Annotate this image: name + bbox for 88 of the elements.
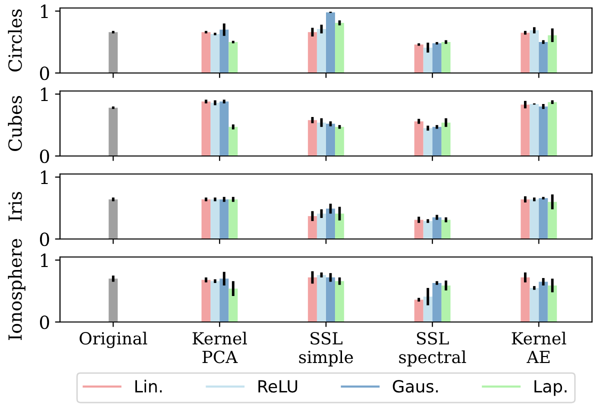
bar bbox=[414, 121, 424, 156]
y-tick-label: 1 bbox=[40, 88, 48, 101]
bar bbox=[414, 44, 424, 73]
bar bbox=[432, 283, 442, 322]
bar bbox=[538, 282, 548, 322]
bar bbox=[335, 126, 344, 156]
bar bbox=[530, 288, 539, 322]
y-tick-label: 0 bbox=[40, 66, 50, 80]
bar bbox=[520, 199, 530, 239]
bar bbox=[308, 216, 317, 239]
bar bbox=[108, 199, 118, 239]
bar bbox=[326, 277, 336, 322]
bar bbox=[538, 106, 548, 156]
bar bbox=[530, 199, 539, 239]
bar bbox=[316, 214, 326, 239]
bar bbox=[108, 278, 118, 322]
bar bbox=[548, 35, 557, 73]
legend-label: Gaus. bbox=[392, 380, 438, 393]
bar bbox=[210, 281, 220, 322]
bar bbox=[423, 48, 432, 73]
legend-label: Lap. bbox=[534, 380, 566, 396]
bar bbox=[326, 208, 336, 239]
x-tick-label: Kernel AE bbox=[512, 332, 566, 364]
y-tick-label: 0 bbox=[40, 315, 50, 330]
legend-label: ReLU bbox=[258, 380, 298, 393]
bar bbox=[432, 126, 442, 156]
bar bbox=[335, 281, 344, 322]
bar bbox=[441, 220, 450, 239]
bar bbox=[202, 280, 211, 322]
bar bbox=[441, 285, 450, 322]
x-tick-label: Original bbox=[80, 332, 148, 348]
bar bbox=[316, 29, 326, 73]
bar bbox=[220, 199, 229, 239]
bar bbox=[210, 102, 220, 156]
bar bbox=[202, 32, 211, 73]
bar bbox=[326, 12, 336, 73]
bar bbox=[423, 128, 432, 156]
y-tick-label: 0 bbox=[40, 232, 50, 246]
bar bbox=[432, 217, 442, 239]
y-tick-label: 1 bbox=[40, 170, 48, 184]
legend-label: Lin. bbox=[135, 380, 162, 392]
bar bbox=[335, 22, 344, 73]
bar bbox=[414, 300, 424, 322]
bar bbox=[530, 30, 539, 73]
y-tick-label: 1 bbox=[40, 4, 48, 18]
x-tick-label: SSL simple bbox=[299, 332, 353, 367]
bar bbox=[202, 102, 211, 156]
bar bbox=[432, 43, 442, 73]
bar bbox=[228, 288, 238, 322]
bar bbox=[326, 124, 336, 156]
y-axis-title: Cubes bbox=[8, 96, 22, 151]
y-axis-title: Iris bbox=[8, 192, 22, 221]
bar bbox=[202, 199, 211, 239]
bar bbox=[220, 102, 229, 156]
bar bbox=[520, 104, 530, 156]
y-tick-label: 0 bbox=[40, 149, 50, 164]
bar bbox=[108, 32, 118, 73]
y-tick-label: 1 bbox=[40, 254, 48, 267]
bar bbox=[423, 221, 432, 239]
bar bbox=[308, 277, 317, 322]
bar bbox=[228, 199, 238, 239]
bar bbox=[220, 30, 229, 73]
bar bbox=[335, 214, 344, 239]
x-tick-label: SSL spectral bbox=[399, 332, 466, 367]
bar bbox=[308, 120, 317, 156]
bar bbox=[548, 202, 557, 239]
bar bbox=[441, 42, 450, 73]
y-axis-title: Circles bbox=[8, 9, 22, 72]
bar bbox=[316, 274, 326, 322]
bar bbox=[108, 108, 118, 156]
y-axis-title: Ionosphere bbox=[8, 238, 26, 340]
bar bbox=[220, 278, 229, 322]
bar bbox=[538, 198, 548, 239]
bar bbox=[210, 34, 220, 73]
bar bbox=[548, 102, 557, 156]
bar bbox=[210, 199, 220, 239]
bar bbox=[530, 104, 539, 156]
bar bbox=[316, 122, 326, 156]
bar bbox=[228, 42, 238, 73]
bar bbox=[414, 220, 424, 239]
bar bbox=[538, 42, 548, 73]
bar bbox=[441, 122, 450, 156]
bar bbox=[308, 32, 317, 73]
bar bbox=[520, 32, 530, 73]
bar bbox=[548, 285, 557, 322]
x-tick-label: Kernel PCA bbox=[192, 332, 247, 364]
bar bbox=[228, 126, 238, 156]
bar bbox=[520, 277, 530, 322]
